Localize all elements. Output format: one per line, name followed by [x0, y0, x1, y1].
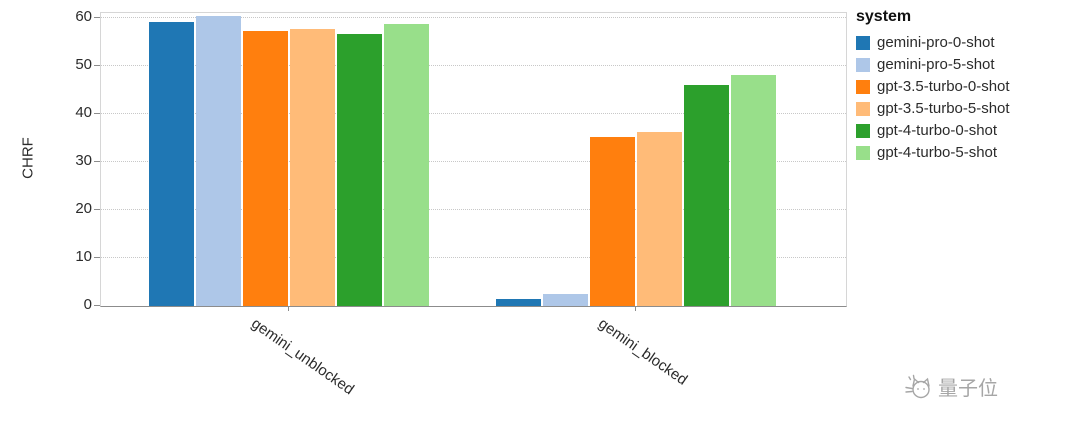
qbitai-cat-logo-icon — [905, 374, 930, 398]
y-tick-label: 20 — [75, 200, 92, 217]
y-tick-label: 50 — [75, 56, 92, 73]
legend-item: gpt-3.5-turbo-5-shot — [856, 100, 1010, 117]
legend-items: gemini-pro-0-shot gemini-pro-5-shot gpt-3.… — [856, 34, 1010, 161]
bar — [243, 31, 288, 306]
legend-item: gpt-4-turbo-5-shot — [856, 144, 1010, 161]
y-tick-mark — [94, 257, 100, 258]
bar — [196, 16, 241, 306]
y-tick-mark — [94, 305, 100, 306]
y-tick-label: 0 — [83, 296, 92, 313]
legend-swatch — [856, 123, 870, 138]
legend-label: gemini-pro-5-shot — [877, 56, 995, 73]
plot-area — [100, 12, 847, 307]
gridline — [101, 161, 846, 162]
legend-swatch — [856, 35, 870, 50]
bar — [543, 294, 588, 306]
legend-item: gemini-pro-5-shot — [856, 56, 1010, 73]
legend-label: gemini-pro-0-shot — [877, 34, 995, 51]
legend-label: gpt-4-turbo-5-shot — [877, 144, 998, 161]
y-tick-mark — [94, 209, 100, 210]
legend-item: gpt-4-turbo-0-shot — [856, 122, 1010, 139]
bar — [637, 132, 682, 306]
x-tick-label: gemini_blocked — [595, 315, 691, 389]
watermark: 量子位 — [905, 372, 998, 401]
legend-swatch — [856, 79, 870, 94]
legend-title: system — [856, 8, 912, 25]
legend-item: gpt-3.5-turbo-0-shot — [856, 78, 1010, 95]
legend: system gemini-pro-0-shot gemini-pro-5-sho… — [856, 8, 1010, 166]
legend-swatch — [856, 57, 870, 72]
y-tick-label: 60 — [75, 8, 92, 25]
gridline — [101, 17, 846, 18]
bar — [337, 34, 382, 306]
x-tick-mark — [635, 306, 636, 311]
y-tick-mark — [94, 17, 100, 18]
bar — [149, 21, 194, 306]
legend-swatch — [856, 101, 870, 116]
y-tick-mark — [94, 161, 100, 162]
y-tick-label: 10 — [75, 248, 92, 265]
bar — [496, 299, 541, 306]
legend-item: gemini-pro-0-shot — [856, 34, 1010, 51]
bar — [590, 136, 635, 306]
legend-label: gpt-3.5-turbo-0-shot — [877, 78, 1010, 95]
legend-label: gpt-3.5-turbo-5-shot — [877, 100, 1010, 117]
x-tick-label: gemini_unblocked — [248, 315, 358, 399]
legend-swatch — [856, 145, 870, 160]
watermark-text: 量子位 — [938, 378, 998, 400]
bar-group — [149, 16, 429, 306]
y-axis-title: CHRF — [19, 137, 37, 179]
gridline — [101, 113, 846, 114]
bar — [290, 28, 335, 306]
bar — [684, 84, 729, 306]
y-tick-mark — [94, 65, 100, 66]
legend-label: gpt-4-turbo-0-shot — [877, 122, 998, 139]
bar — [384, 23, 429, 306]
y-tick-mark — [94, 113, 100, 114]
x-tick-mark — [288, 306, 289, 311]
y-tick-label: 30 — [75, 152, 92, 169]
bar-group — [496, 74, 776, 306]
gridline — [101, 257, 846, 258]
y-tick-label: 40 — [75, 104, 92, 121]
gridline — [101, 209, 846, 210]
gridline — [101, 65, 846, 66]
bar — [731, 74, 776, 306]
